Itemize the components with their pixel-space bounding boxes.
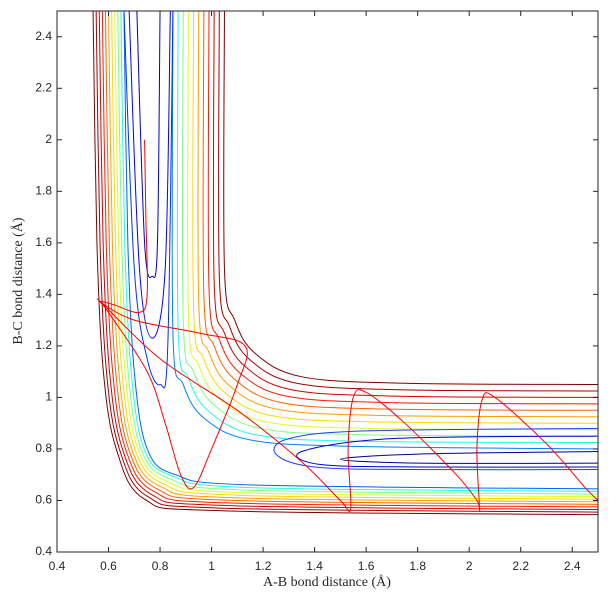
y-axis-label: B-C bond distance (Å) xyxy=(10,217,26,344)
contour-line xyxy=(95,11,598,513)
x-axis-label: A-B bond distance (Å) xyxy=(263,574,391,590)
contour-line xyxy=(114,11,598,498)
y-tick-label: 0.4 xyxy=(35,544,52,558)
contour-line xyxy=(296,435,598,468)
contour-line xyxy=(92,11,598,516)
contour-line xyxy=(98,11,598,510)
axes-frame xyxy=(56,10,599,553)
y-tick-label: 1.2 xyxy=(35,338,52,352)
y-tick-label: 0.8 xyxy=(35,441,52,455)
x-tick-label: 0.4 xyxy=(49,559,66,573)
plot-area xyxy=(57,11,598,552)
contour-line xyxy=(136,11,161,278)
x-tick-label: 1 xyxy=(208,559,215,573)
x-tick-label: 0.6 xyxy=(100,559,117,573)
contour-line xyxy=(212,11,598,398)
contour-line xyxy=(111,11,598,500)
y-tick-label: 0.6 xyxy=(35,493,52,507)
y-tick-label: 1.6 xyxy=(35,235,52,249)
y-tick-label: 1.4 xyxy=(35,287,52,301)
trajectory xyxy=(96,139,598,513)
x-tick-label: 1.8 xyxy=(409,559,426,573)
x-tick-label: 2.2 xyxy=(512,559,529,573)
x-tick-label: 0.8 xyxy=(152,559,169,573)
contour-line xyxy=(171,11,598,450)
contour-line xyxy=(339,451,598,464)
contour-line xyxy=(123,11,174,389)
contour-line xyxy=(218,11,598,392)
y-tick-label: 2.4 xyxy=(35,29,52,43)
x-tick-label: 2.4 xyxy=(564,559,581,573)
x-tick-label: 2 xyxy=(466,559,473,573)
y-tick-label: 2 xyxy=(45,132,52,146)
contour-line xyxy=(117,11,598,495)
contour-line xyxy=(101,11,598,508)
x-tick-label: 1.2 xyxy=(255,559,272,573)
contour-line xyxy=(207,11,598,405)
contour-line xyxy=(223,11,598,386)
contour-line xyxy=(120,11,598,492)
contour-line xyxy=(176,11,598,444)
contour-line xyxy=(273,427,598,471)
plot-content xyxy=(92,11,598,516)
contour-line xyxy=(181,11,598,437)
x-tick-label: 1.4 xyxy=(306,559,323,573)
contour-line xyxy=(108,11,598,503)
y-tick-label: 1 xyxy=(45,390,52,404)
contour-line xyxy=(123,11,598,490)
contour-line xyxy=(197,11,598,418)
contour-line xyxy=(202,11,598,411)
y-tick-label: 1.8 xyxy=(35,184,52,198)
y-tick-label: 2.2 xyxy=(35,80,52,94)
contour-line xyxy=(104,11,598,505)
contour-line xyxy=(128,11,171,339)
x-tick-label: 1.6 xyxy=(358,559,375,573)
